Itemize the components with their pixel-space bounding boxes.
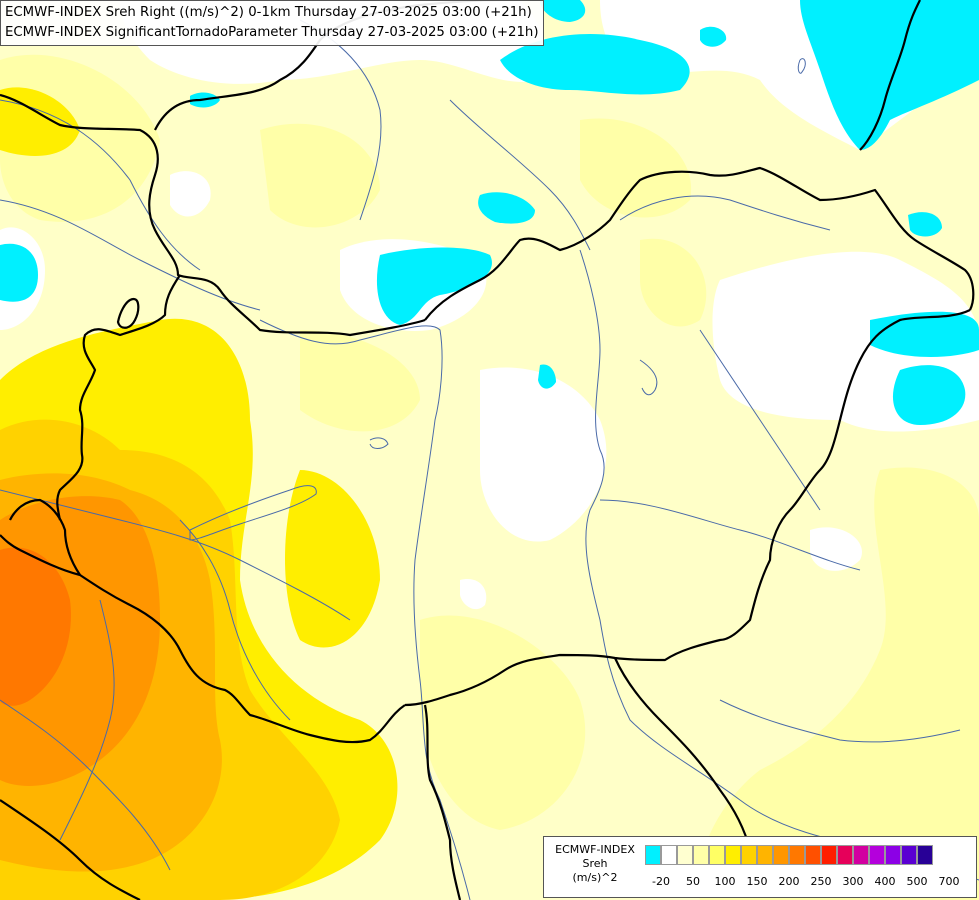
legend-swatch — [757, 845, 773, 865]
legend-swatch — [869, 845, 885, 865]
legend-unit: (m/s)^2 — [572, 871, 618, 884]
legend-swatch — [773, 845, 789, 865]
title-line-1: ECMWF-INDEX Sreh Right ((m/s)^2) 0-1km T… — [5, 5, 532, 20]
field-pale-yellow — [0, 54, 979, 900]
legend-tick-label: 400 — [874, 875, 896, 888]
legend-tick-label: -20 — [652, 875, 670, 888]
legend-swatch — [741, 845, 757, 865]
legend-tick-label: 250 — [810, 875, 832, 888]
legend-title: ECMWF-INDEX Sreh (m/s)^2 — [548, 843, 642, 885]
map-title-box: ECMWF-INDEX Sreh Right ((m/s)^2) 0-1km T… — [0, 0, 544, 46]
legend-tick-label: 100 — [714, 875, 736, 888]
rivers — [0, 19, 979, 900]
legend-variable: Sreh — [582, 857, 608, 870]
color-legend: ECMWF-INDEX Sreh (m/s)^2 -20 50 100 150 200 2… — [543, 836, 977, 898]
legend-tick-label: 300 — [842, 875, 864, 888]
legend-tick-label: 200 — [778, 875, 800, 888]
legend-swatch — [821, 845, 837, 865]
legend-swatch — [837, 845, 853, 865]
field-cyan — [0, 0, 979, 425]
legend-swatch — [853, 845, 869, 865]
legend-swatch — [693, 845, 709, 865]
legend-swatch — [805, 845, 821, 865]
legend-tick-label: 500 — [906, 875, 928, 888]
legend-swatch — [901, 845, 917, 865]
legend-tick-label: 50 — [686, 875, 700, 888]
legend-swatch — [645, 845, 661, 865]
legend-swatch — [725, 845, 741, 865]
legend-source: ECMWF-INDEX — [555, 843, 635, 856]
legend-swatch — [709, 845, 725, 865]
title-line-2: ECMWF-INDEX SignificantTornadoParameter … — [5, 25, 539, 40]
legend-tick-label: 150 — [746, 875, 768, 888]
field-dark-orange — [0, 547, 71, 706]
legend-swatch — [885, 845, 901, 865]
legend-tick-label: 700 — [938, 875, 960, 888]
legend-swatch — [917, 845, 933, 865]
legend-swatch — [677, 845, 693, 865]
legend-swatch — [661, 845, 677, 865]
legend-swatch — [789, 845, 805, 865]
